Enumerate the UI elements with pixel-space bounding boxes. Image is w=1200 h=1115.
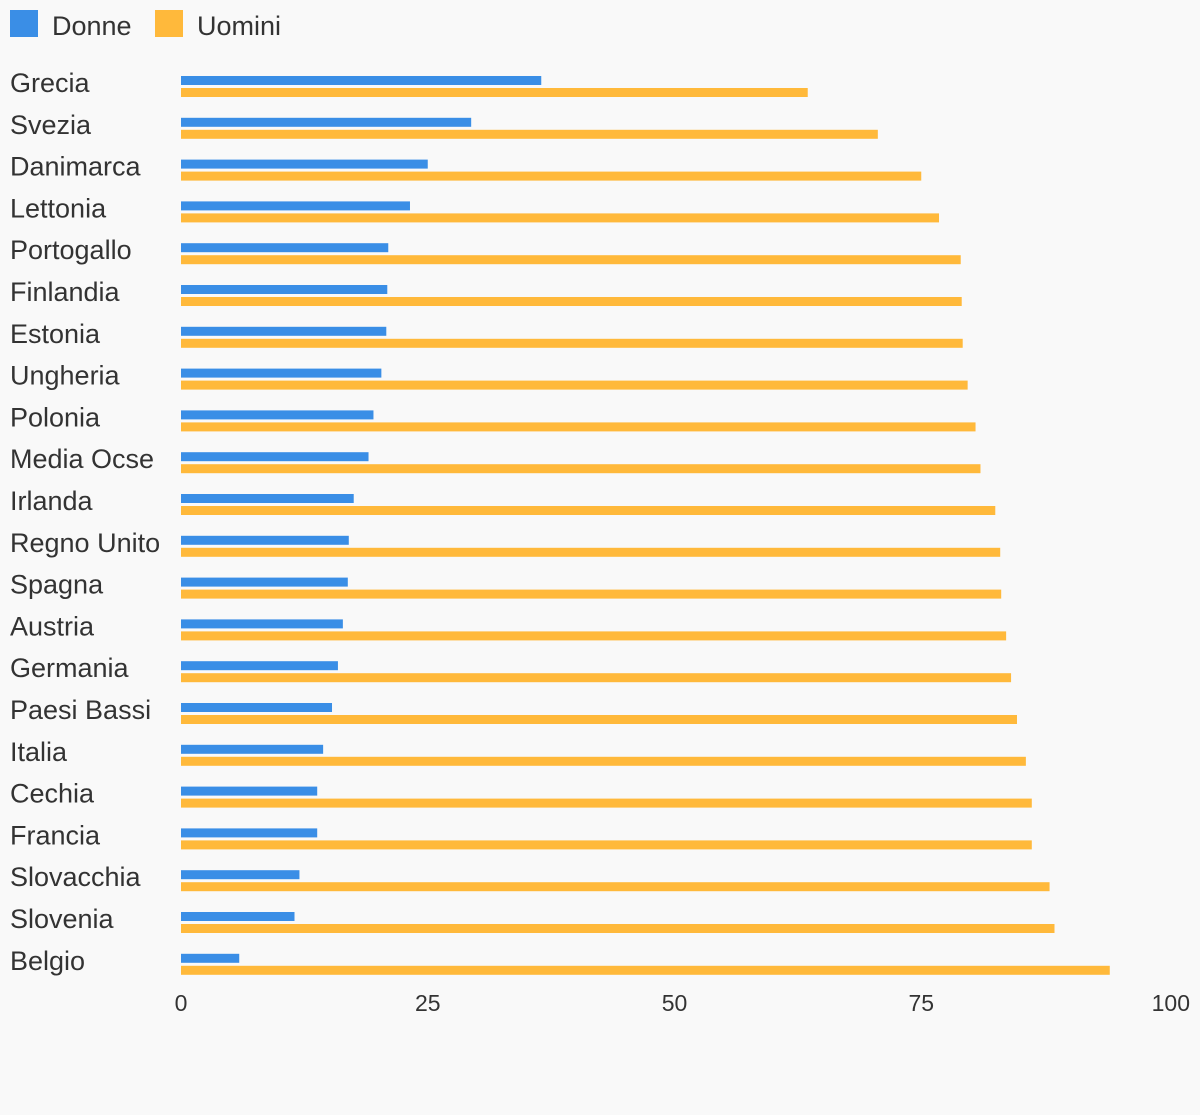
bar-donne: [181, 410, 374, 420]
bar-donne: [181, 368, 382, 378]
bar-donne: [181, 326, 387, 336]
bar-donne: [181, 159, 428, 169]
legend: Donne Uomini: [10, 10, 281, 41]
bar-uomini: [181, 965, 1110, 975]
bar-uomini: [181, 547, 1001, 557]
category-label: Francia: [10, 820, 101, 850]
category-label: Danimarca: [10, 152, 142, 182]
bar-donne: [181, 494, 354, 503]
category-label: Portogallo: [10, 235, 132, 265]
category-label: Germania: [10, 653, 130, 683]
x-tick-label: 25: [415, 990, 441, 1016]
category-label: Estonia: [10, 319, 101, 349]
bar-donne: [181, 243, 389, 253]
bar-uomini: [181, 924, 1055, 933]
x-axis: 0 25 50 75 100: [175, 990, 1190, 1016]
category-label: Ungheria: [10, 361, 121, 391]
bars: [181, 76, 1110, 975]
bar-donne: [181, 577, 348, 587]
category-label: Spagna: [10, 570, 104, 600]
bar-uomini: [181, 506, 996, 515]
bar-uomini: [181, 798, 1032, 808]
category-label: Polonia: [10, 402, 101, 432]
legend-label-donne: Donne: [52, 11, 132, 41]
bar-donne: [181, 912, 295, 921]
bar-uomini: [181, 297, 962, 306]
bar-donne: [181, 703, 333, 712]
category-label: Media Ocse: [10, 444, 154, 474]
category-labels: Grecia Svezia Danimarca Lettonia Portogallo F…: [10, 68, 160, 976]
bar-donne: [181, 953, 240, 963]
bar-donne: [181, 201, 410, 211]
bar-uomini: [181, 464, 981, 474]
bar-donne: [181, 117, 472, 127]
bar-uomini: [181, 213, 940, 223]
category-label: Slovacchia: [10, 862, 142, 892]
bar-uomini: [181, 255, 961, 265]
bar-uomini: [181, 756, 1026, 766]
category-label: Svezia: [10, 110, 92, 140]
bar-donne: [181, 535, 349, 545]
category-label: Grecia: [10, 68, 91, 98]
x-tick-label: 100: [1152, 990, 1190, 1016]
bar-donne: [181, 619, 343, 629]
bar-donne: [181, 452, 369, 462]
bar-uomini: [181, 631, 1007, 641]
bar-uomini: [181, 380, 968, 390]
category-label: Austria: [10, 611, 95, 641]
category-label: Lettonia: [10, 193, 107, 223]
category-label: Cechia: [10, 779, 95, 809]
bar-uomini: [181, 129, 878, 139]
legend-swatch-donne: [10, 10, 38, 37]
bar-donne: [181, 76, 542, 85]
bar-donne: [181, 661, 338, 671]
bar-uomini: [181, 882, 1050, 892]
bar-donne: [181, 744, 324, 754]
x-tick-label: 75: [908, 990, 934, 1016]
bar-donne: [181, 285, 388, 294]
bar-uomini: [181, 840, 1032, 850]
legend-swatch-uomini: [155, 10, 183, 37]
bar-uomini: [181, 422, 976, 432]
bar-uomini: [181, 715, 1017, 724]
bar-uomini: [181, 88, 808, 97]
bar-donne: [181, 786, 318, 796]
category-label: Paesi Bassi: [10, 695, 151, 725]
category-label: Slovenia: [10, 904, 115, 934]
bar-uomini: [181, 171, 922, 181]
bar-uomini: [181, 338, 963, 348]
category-label: Belgio: [10, 946, 85, 976]
bar-donne: [181, 870, 300, 880]
bar-uomini: [181, 673, 1012, 683]
category-label: Regno Unito: [10, 528, 160, 558]
category-label: Irlanda: [10, 486, 94, 516]
category-label: Finlandia: [10, 277, 121, 307]
bar-donne: [181, 828, 318, 838]
x-tick-label: 0: [175, 990, 188, 1016]
bar-uomini: [181, 589, 1002, 599]
x-tick-label: 50: [662, 990, 688, 1016]
legend-label-uomini: Uomini: [197, 11, 281, 41]
category-label: Italia: [10, 737, 68, 767]
